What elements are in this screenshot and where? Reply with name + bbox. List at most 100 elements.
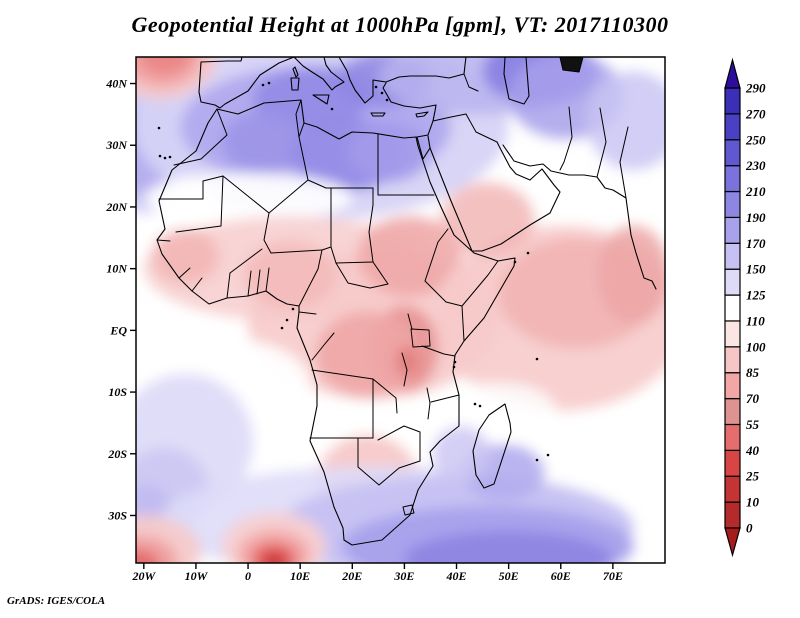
colorbar-label: 110 <box>746 313 765 328</box>
field-blob <box>266 555 282 563</box>
map-frame <box>135 56 666 564</box>
country-border <box>298 249 323 307</box>
field-blob <box>440 182 535 257</box>
colorbar-label: 210 <box>745 184 766 199</box>
colorbar-label: 150 <box>746 262 766 277</box>
colorbar-segment <box>724 423 741 451</box>
island-dot <box>473 402 477 406</box>
country-border <box>426 387 431 420</box>
x-tick-label: 0 <box>245 569 251 583</box>
country-border <box>247 270 252 297</box>
x-tick-label: 40E <box>446 569 467 583</box>
field-blob <box>154 176 217 238</box>
country-border <box>270 249 323 254</box>
coastline <box>472 403 512 489</box>
country-border <box>175 175 224 233</box>
y-tick-label: 20S <box>107 447 127 461</box>
island-dot <box>285 318 289 322</box>
field-blob <box>524 432 660 500</box>
colorbar-segment <box>724 139 741 167</box>
chart-title: Geopotential Height at 1000hPa [gpm], VT… <box>131 12 669 37</box>
field-blob <box>347 120 431 183</box>
island-dot <box>526 251 530 255</box>
y-tick-label: 10N <box>106 262 128 276</box>
island-dot <box>513 260 517 264</box>
coastline <box>290 77 300 91</box>
country-border <box>321 246 332 251</box>
country-border <box>298 311 317 315</box>
colorbar-label: 190 <box>746 210 766 225</box>
colorbar-label: 55 <box>746 417 760 432</box>
country-border <box>158 175 224 200</box>
colorbar-segment <box>724 190 741 219</box>
colorbar-label: 230 <box>745 158 766 173</box>
colorbar-label: 0 <box>746 521 753 536</box>
colorbar-segment <box>724 113 741 141</box>
country-border <box>222 175 270 214</box>
country-border <box>357 460 421 486</box>
country-border <box>226 272 231 299</box>
colorbar-segment <box>724 320 741 348</box>
country-border <box>437 228 449 243</box>
country-border <box>407 313 413 330</box>
country-border <box>432 113 467 122</box>
colorbar-label: 25 <box>745 469 760 484</box>
field-blob <box>315 311 420 399</box>
colorbar-segment <box>724 242 741 270</box>
y-tick-label: 30N <box>105 138 128 152</box>
colorbar-label: 125 <box>746 288 766 303</box>
field-blob <box>357 216 462 297</box>
colorbar-arrow-down <box>724 527 741 558</box>
coastline <box>200 57 243 63</box>
x-tick-label: 20W <box>131 569 156 583</box>
country-border <box>295 99 302 138</box>
country-border <box>461 305 465 342</box>
grads-credit: GrADS: IGES/COLA <box>7 595 106 607</box>
aral-sea-shape <box>559 57 584 73</box>
colorbar-segment <box>724 216 741 244</box>
island-dot <box>267 81 271 85</box>
country-border <box>424 241 439 282</box>
x-tick-label: 10W <box>185 569 209 583</box>
island-dot <box>478 404 482 408</box>
island-dot <box>261 83 265 87</box>
colorbar-label: 85 <box>746 365 760 380</box>
island-dot <box>374 85 378 89</box>
colorbar-segment <box>724 87 741 115</box>
island-dot <box>453 360 457 364</box>
colorbar-segment <box>724 372 741 400</box>
field-blob <box>222 111 306 174</box>
country-border <box>377 133 435 196</box>
y-tick-label: EQ <box>109 323 127 337</box>
map-area <box>136 57 665 563</box>
island-dot <box>280 326 284 330</box>
country-border <box>596 107 607 178</box>
coastline <box>429 141 561 252</box>
colorbar-segment <box>724 449 741 477</box>
coastline <box>338 57 467 104</box>
island-dot <box>380 91 384 95</box>
country-border <box>256 269 261 295</box>
colorbar: 0 10 25 40 55 70 85 100 110 125 150 170 190 210 230 250… <box>724 57 766 558</box>
y-tick-label: 20N <box>105 200 128 214</box>
field-blob <box>395 345 419 378</box>
country-border <box>402 504 415 516</box>
country-border <box>401 352 408 387</box>
colorbar-label: 40 <box>745 443 760 458</box>
country-border <box>335 262 389 289</box>
country-border <box>461 260 499 307</box>
colorbar-segment <box>724 346 741 374</box>
country-border <box>298 122 305 138</box>
coastline <box>198 57 295 109</box>
island-dot <box>157 126 161 130</box>
country-border <box>619 126 629 199</box>
x-tick-label: 30E <box>393 569 414 583</box>
colorbar-label: 290 <box>745 81 766 96</box>
island-dot <box>535 458 539 462</box>
colorbar-label: 70 <box>746 391 760 406</box>
country-border <box>463 73 479 92</box>
x-tick-label: 20E <box>341 569 362 583</box>
colorbar-segment <box>724 475 741 503</box>
